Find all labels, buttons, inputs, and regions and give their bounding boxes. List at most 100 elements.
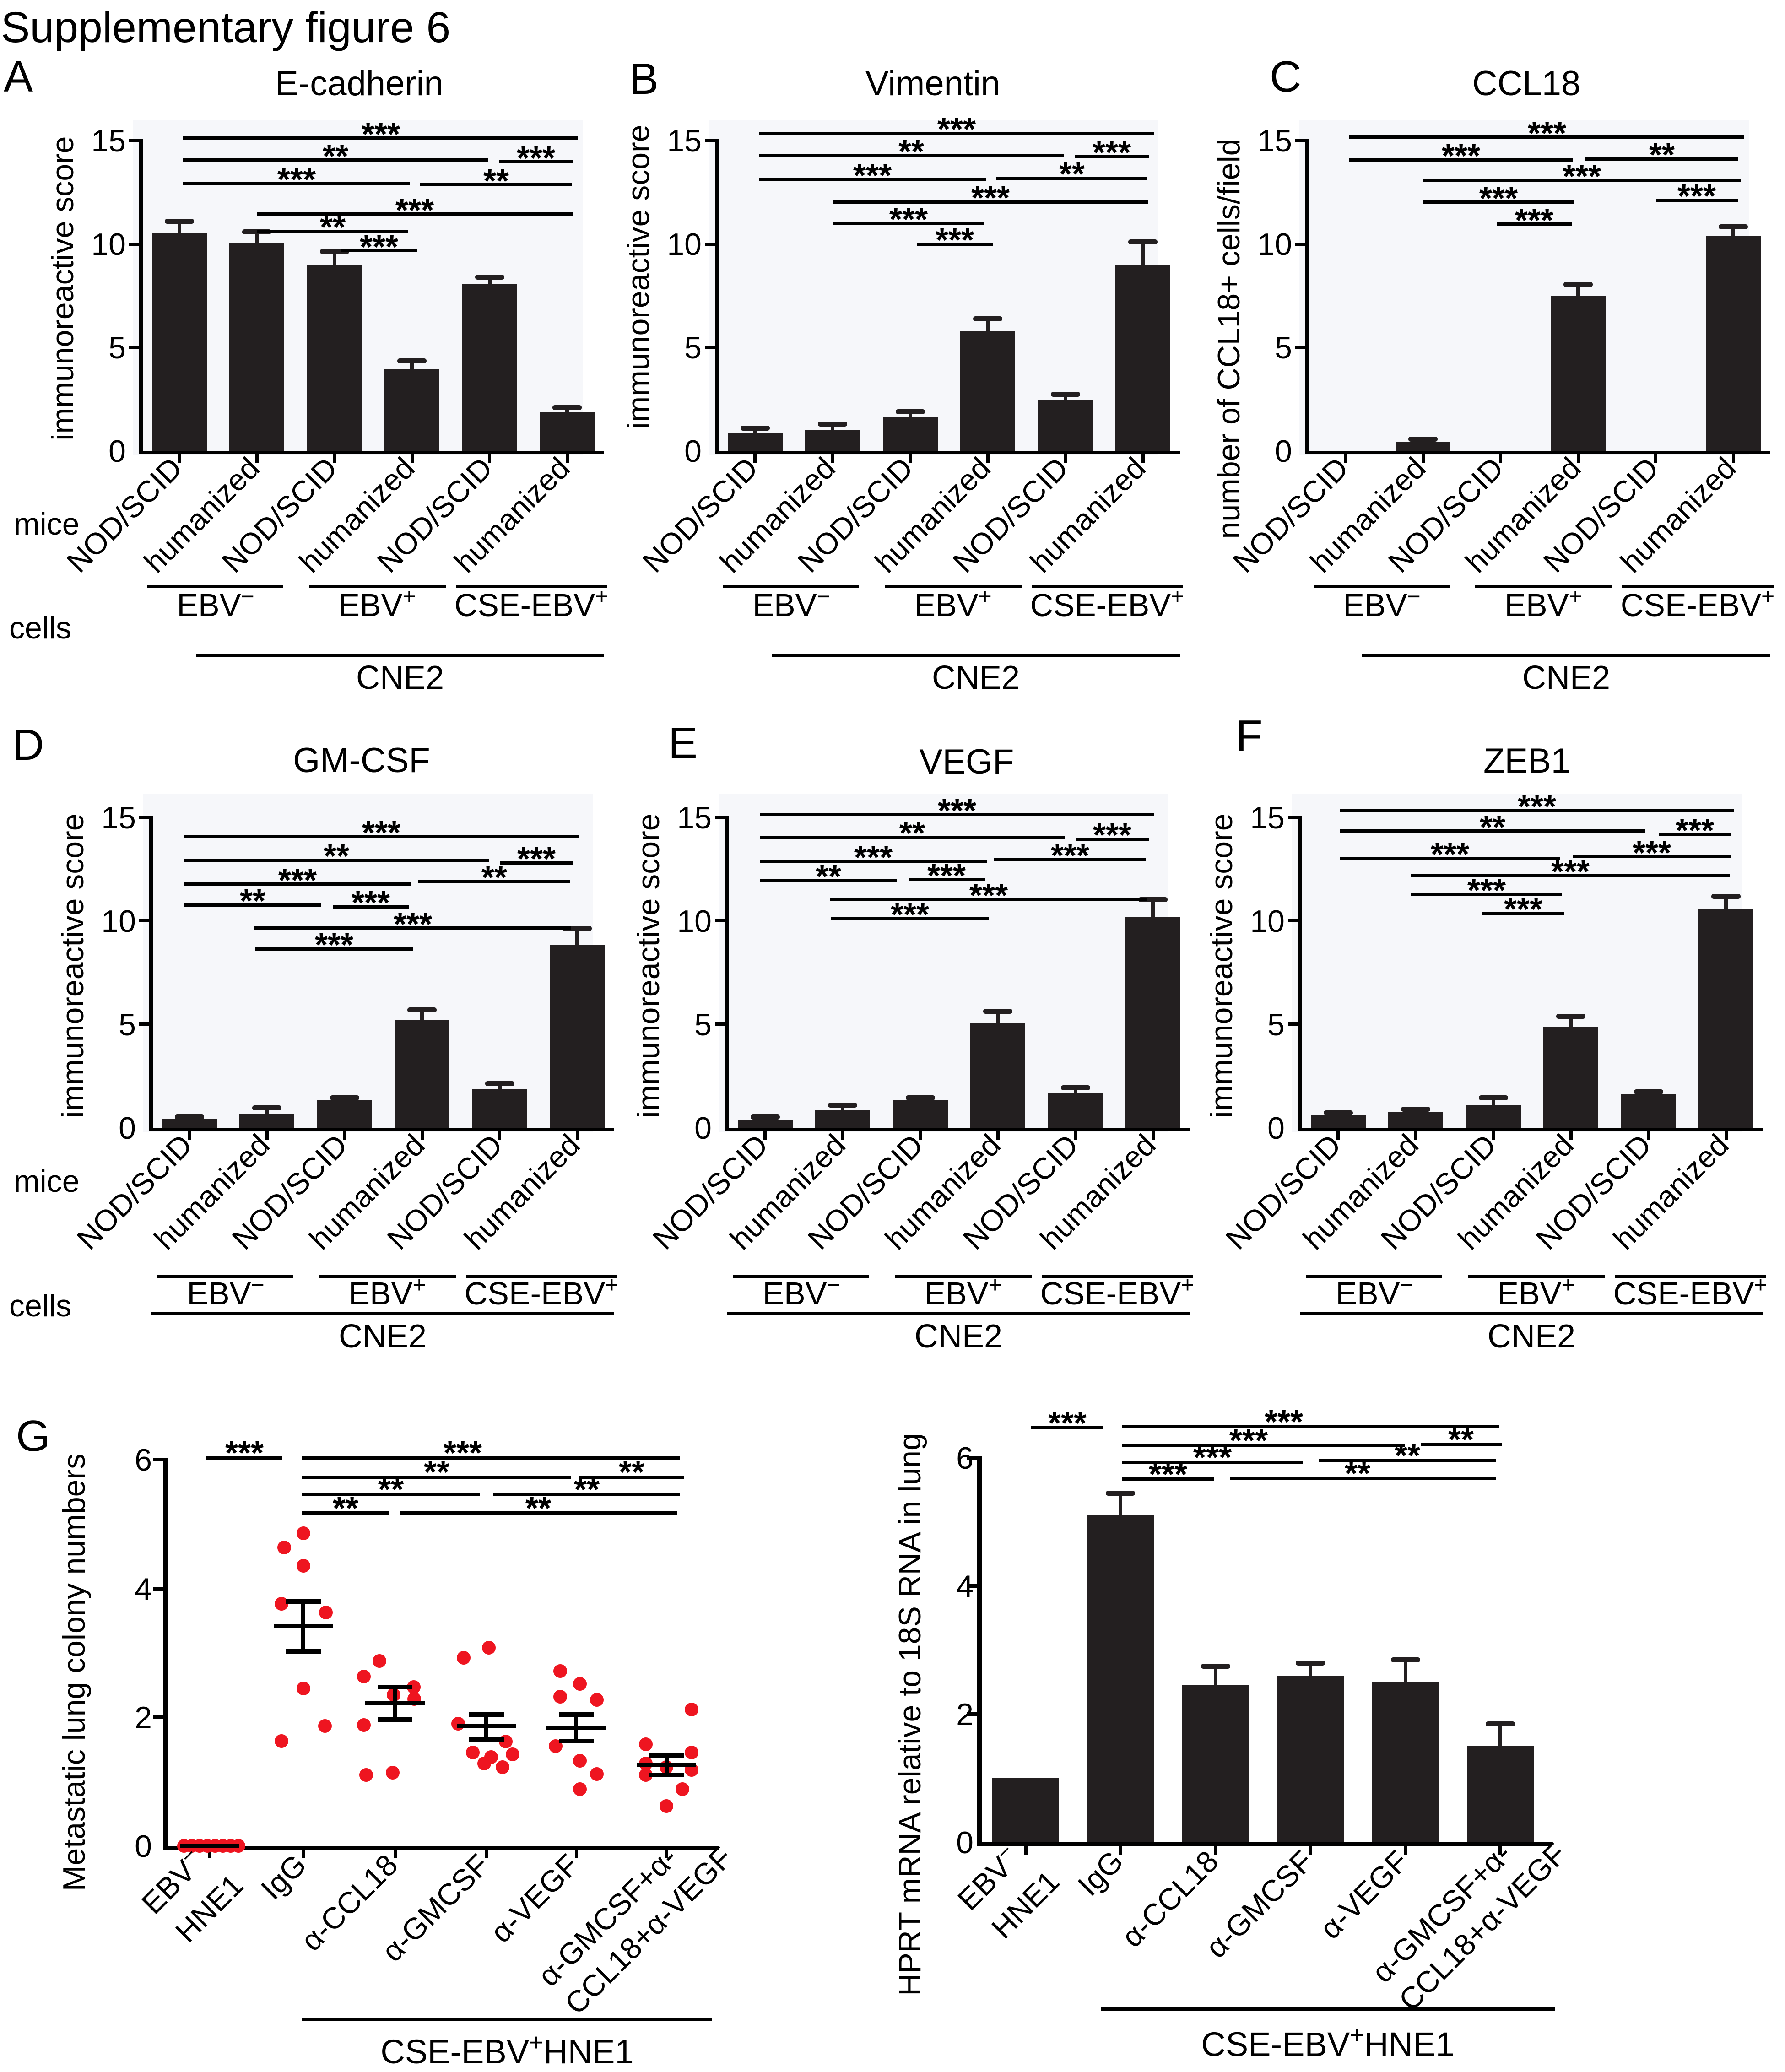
svg-text:***: *** <box>853 157 892 194</box>
svg-text:***: *** <box>1515 202 1553 239</box>
svg-text:CSE-EBV+: CSE-EBV+ <box>1613 1272 1768 1311</box>
svg-text:cells: cells <box>9 611 71 645</box>
svg-text:**: ** <box>574 1471 600 1508</box>
svg-text:F: F <box>1236 711 1263 760</box>
svg-text:***: *** <box>277 162 316 198</box>
svg-text:6: 6 <box>135 1443 152 1477</box>
svg-text:E: E <box>668 719 698 768</box>
svg-text:***: *** <box>278 862 317 899</box>
svg-text:5: 5 <box>684 330 702 365</box>
svg-text:***: *** <box>969 877 1008 914</box>
svg-text:***: *** <box>1093 135 1131 171</box>
svg-text:0: 0 <box>119 1111 136 1146</box>
svg-text:2: 2 <box>956 1697 974 1732</box>
svg-text:***: *** <box>937 111 976 148</box>
svg-text:**: ** <box>1480 809 1505 846</box>
svg-text:5: 5 <box>694 1007 712 1042</box>
svg-text:**: ** <box>481 860 507 896</box>
svg-text:A: A <box>4 52 33 101</box>
svg-text:10: 10 <box>1250 904 1285 939</box>
svg-text:CSE-EBV+HNE1: CSE-EBV+HNE1 <box>1201 2022 1454 2063</box>
svg-text:***: *** <box>1265 1404 1303 1440</box>
svg-text:10: 10 <box>91 227 126 262</box>
svg-text:***: *** <box>889 201 928 238</box>
svg-text:***: *** <box>1528 115 1566 152</box>
svg-text:G: G <box>16 1412 50 1461</box>
svg-text:D: D <box>12 720 44 769</box>
svg-text:CCL18: CCL18 <box>1472 64 1581 103</box>
svg-text:**: ** <box>1395 1438 1420 1474</box>
svg-text:***: *** <box>1051 838 1089 874</box>
svg-text:***: *** <box>225 1435 264 1471</box>
svg-text:CNE2: CNE2 <box>1522 660 1610 696</box>
svg-text:***: *** <box>1504 891 1542 928</box>
svg-text:0: 0 <box>694 1111 712 1146</box>
svg-text:0: 0 <box>684 434 702 469</box>
svg-text:***: *** <box>1048 1405 1087 1442</box>
svg-text:**: ** <box>333 1490 358 1527</box>
svg-text:Supplementary figure 6: Supplementary figure 6 <box>1 3 450 52</box>
svg-text:CSE-EBV+: CSE-EBV+ <box>465 1272 619 1311</box>
svg-text:***: *** <box>395 192 434 229</box>
svg-text:***: *** <box>1676 812 1714 849</box>
svg-text:***: *** <box>1677 178 1716 215</box>
svg-text:***: *** <box>1518 789 1556 825</box>
svg-text:***: *** <box>938 793 976 829</box>
svg-text:***: *** <box>444 1435 482 1471</box>
svg-text:***: *** <box>1229 1423 1268 1459</box>
svg-text:***: *** <box>1149 1456 1187 1493</box>
svg-text:B: B <box>629 54 659 103</box>
svg-text:**: ** <box>898 134 924 170</box>
svg-text:**: ** <box>240 883 265 920</box>
svg-text:5: 5 <box>1267 1007 1285 1042</box>
svg-text:15: 15 <box>1257 124 1292 158</box>
svg-text:**: ** <box>378 1471 404 1508</box>
svg-text:CSE-EBV+: CSE-EBV+ <box>1030 584 1185 623</box>
svg-text:immunoreactive score: immunoreactive score <box>621 124 656 429</box>
svg-text:**: ** <box>1448 1422 1474 1458</box>
svg-text:CNE2: CNE2 <box>914 1318 1002 1355</box>
svg-text:E-cadherin: E-cadherin <box>275 64 444 103</box>
svg-text:0: 0 <box>1275 434 1292 469</box>
svg-text:immunoreactive score: immunoreactive score <box>55 813 90 1118</box>
svg-text:cells: cells <box>9 1288 71 1323</box>
svg-text:Metastatic lung colony numbers: Metastatic lung colony numbers <box>57 1454 92 1891</box>
svg-text:**: ** <box>1345 1455 1370 1492</box>
svg-text:10: 10 <box>677 904 712 939</box>
svg-text:CSE-EBV+: CSE-EBV+ <box>1621 584 1775 623</box>
svg-text:***: *** <box>971 180 1010 216</box>
svg-text:***: *** <box>1479 180 1518 217</box>
svg-text:immunoreactive score: immunoreactive score <box>45 136 80 440</box>
svg-text:***: *** <box>1551 854 1590 890</box>
svg-text:Vimentin: Vimentin <box>865 64 1000 103</box>
svg-text:mice: mice <box>14 507 80 541</box>
svg-text:5: 5 <box>119 1007 136 1042</box>
svg-text:CSE-EBV+HNE1: CSE-EBV+HNE1 <box>380 2029 633 2070</box>
svg-text:**: ** <box>323 138 348 175</box>
svg-text:0: 0 <box>956 1825 974 1860</box>
svg-text:15: 15 <box>1250 801 1285 835</box>
svg-text:immunoreactive score: immunoreactive score <box>631 813 666 1118</box>
svg-text:***: *** <box>1563 158 1601 195</box>
svg-text:10: 10 <box>1257 227 1292 262</box>
svg-text:immunoreactive score: immunoreactive score <box>1204 813 1239 1118</box>
svg-text:**: ** <box>320 209 346 246</box>
svg-text:**: ** <box>816 859 841 895</box>
svg-text:**: ** <box>619 1454 644 1491</box>
svg-text:C: C <box>1270 52 1301 101</box>
svg-text:***: *** <box>1442 138 1480 174</box>
svg-text:4: 4 <box>135 1572 152 1607</box>
svg-text:**: ** <box>483 163 509 200</box>
svg-text:CNE2: CNE2 <box>932 660 1020 696</box>
svg-text:0: 0 <box>108 434 126 469</box>
svg-text:**: ** <box>424 1454 449 1491</box>
svg-text:***: *** <box>362 116 400 153</box>
svg-text:EBV−: EBV− <box>752 584 830 623</box>
svg-text:***: *** <box>927 858 966 894</box>
svg-text:10: 10 <box>667 227 702 262</box>
svg-text:***: *** <box>891 897 929 933</box>
svg-text:4: 4 <box>956 1569 974 1604</box>
svg-text:***: *** <box>517 841 556 877</box>
svg-text:***: *** <box>1193 1439 1232 1476</box>
svg-text:***: *** <box>315 927 353 963</box>
